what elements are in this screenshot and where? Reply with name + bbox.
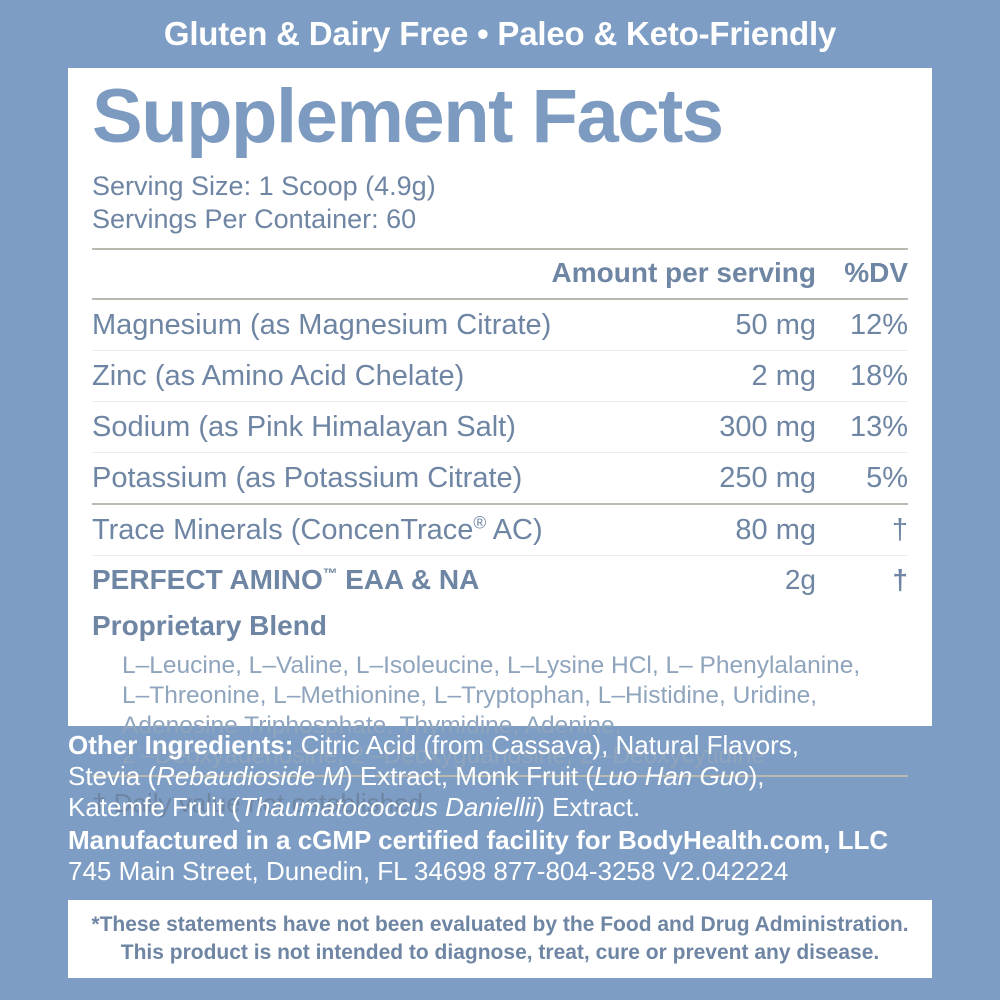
trace-minerals-name-pre: Trace Minerals (ConcenTrace bbox=[92, 514, 474, 546]
registered-icon: ® bbox=[473, 512, 487, 533]
nutrient-name: Magnesium (as Magnesium Citrate) bbox=[92, 309, 552, 341]
page-title: Supplement Facts bbox=[92, 74, 724, 159]
table-row: Zinc (as Amino Acid Chelate) 2 mg 18% bbox=[92, 350, 908, 402]
other-ingredients-italic: Rebaudioside M bbox=[156, 761, 345, 791]
trace-minerals-dv: † bbox=[891, 514, 908, 546]
nutrient-dv: 5% bbox=[866, 462, 908, 494]
nutrient-dv: 12% bbox=[849, 309, 908, 341]
blend-name: PERFECT AMINO™ EAA & NA Proprietary Blen… bbox=[92, 556, 552, 651]
table-row: Potassium (as Potassium Citrate) 250 mg … bbox=[92, 452, 908, 505]
nutrient-amount: 250 mg bbox=[719, 462, 816, 494]
disclaimer-line-2: This product is not intended to diagnose… bbox=[120, 941, 880, 964]
nutrient-amount: 50 mg bbox=[735, 309, 816, 341]
other-ingredients-italic: Thaumatococcus Daniellii bbox=[239, 792, 537, 822]
trace-minerals-name-post: AC) bbox=[486, 514, 543, 546]
blend-name-post: EAA & NA Proprietary Blend bbox=[92, 564, 479, 641]
manufacturer-line: Manufactured in a cGMP certified facilit… bbox=[68, 825, 889, 855]
table-row-trace-minerals: Trace Minerals (ConcenTrace® AC) 80 mg † bbox=[92, 504, 908, 556]
blend-ingredient-line: L–Leucine, L–Valine, L–Isoleucine, L–Lys… bbox=[122, 652, 861, 679]
other-ingredients-line-1: Other Ingredients: Citric Acid (from Cas… bbox=[68, 730, 948, 761]
serving-size: Serving Size: 1 Scoop (4.9g) bbox=[92, 171, 436, 201]
blend-ingredient-line: L–Threonine, L–Methionine, L–Tryptophan,… bbox=[122, 682, 818, 709]
other-ingredients-text: ) Extract. bbox=[536, 792, 641, 822]
other-ingredients-section: Other Ingredients: Citric Acid (from Cas… bbox=[68, 730, 948, 887]
servings-per-container: Servings Per Container: 60 bbox=[92, 204, 417, 234]
trademark-icon: ™ bbox=[322, 566, 338, 583]
daily-value-footnote: † Daily value not established bbox=[92, 775, 908, 820]
other-ingredients-text: ) Extract, Monk Fruit ( bbox=[344, 761, 594, 791]
blend-dv: † bbox=[892, 564, 908, 595]
other-ingredients-label: Other Ingredients: bbox=[68, 730, 294, 760]
fda-disclaimer-box: *These statements have not been evaluate… bbox=[68, 900, 932, 978]
header-spacer bbox=[92, 250, 552, 299]
header-amount-per-serving: Amount per serving bbox=[551, 257, 816, 288]
other-ingredients-italic: Luo Han Guo bbox=[593, 761, 749, 791]
address-line: 745 Main Street, Dunedin, FL 34698 877-8… bbox=[68, 856, 789, 886]
nutrient-dv: 18% bbox=[849, 360, 908, 392]
table-row-proprietary-blend: PERFECT AMINO™ EAA & NA Proprietary Blen… bbox=[92, 555, 908, 651]
other-ingredients-line-2: Stevia (Rebaudioside M) Extract, Monk Fr… bbox=[68, 761, 948, 792]
trace-minerals-name: Trace Minerals (ConcenTrace® AC) bbox=[92, 504, 552, 556]
nutrient-amount: 300 mg bbox=[719, 411, 816, 443]
serving-info: Serving Size: 1 Scoop (4.9g) Servings Pe… bbox=[92, 170, 908, 236]
other-ingredients-line-3: Katemfe Fruit (Thaumatococcus Daniellii)… bbox=[68, 792, 948, 823]
header-percent-dv: %DV bbox=[844, 257, 908, 288]
divider-above-header bbox=[92, 248, 908, 250]
supplement-facts-panel: Supplement Facts Serving Size: 1 Scoop (… bbox=[68, 68, 932, 818]
trace-minerals-amount: 80 mg bbox=[735, 514, 816, 546]
blend-ingredient-line: Adenosine Triphosphate, Thymidine, Adeni… bbox=[122, 712, 622, 739]
nutrient-amount: 2 mg bbox=[751, 360, 816, 392]
nutrient-name: Zinc (as Amino Acid Chelate) bbox=[92, 360, 465, 392]
disclaimer-line-1: *These statements have not been evaluate… bbox=[91, 913, 909, 936]
blend-amount: 2g bbox=[784, 564, 816, 595]
other-ingredients-text: Katemfe Fruit ( bbox=[68, 792, 240, 822]
other-ingredients-text: Stevia ( bbox=[68, 761, 157, 791]
table-row-blend-ingredients: L–Leucine, L–Valine, L–Isoleucine, L–Lys… bbox=[92, 650, 908, 775]
other-ingredients-line-1-rest: Citric Acid (from Cassava), Natural Flav… bbox=[293, 730, 800, 760]
nutrition-table: Amount per serving %DV Magnesium (as Mag… bbox=[92, 250, 908, 775]
product-tagline: Gluten & Dairy Free • Paleo & Keto-Frien… bbox=[163, 15, 837, 52]
nutrient-name: Potassium (as Potassium Citrate) bbox=[92, 462, 523, 494]
blend-ingredient-list: L–Leucine, L–Valine, L–Isoleucine, L–Lys… bbox=[92, 650, 908, 775]
nutrient-name: Sodium (as Pink Himalayan Salt) bbox=[92, 411, 516, 443]
table-row: Sodium (as Pink Himalayan Salt) 300 mg 1… bbox=[92, 401, 908, 453]
blend-ingredient-line: 2’–Deoxyadenosine, 2’–Deoxyguanosine, 2’… bbox=[122, 742, 765, 769]
blend-name-pre: PERFECT AMINO bbox=[92, 564, 323, 595]
nutrient-dv: 13% bbox=[849, 411, 908, 443]
table-row: Magnesium (as Magnesium Citrate) 50 mg 1… bbox=[92, 299, 908, 351]
other-ingredients-text: ), bbox=[748, 761, 765, 791]
table-header-row: Amount per serving %DV bbox=[92, 250, 908, 299]
